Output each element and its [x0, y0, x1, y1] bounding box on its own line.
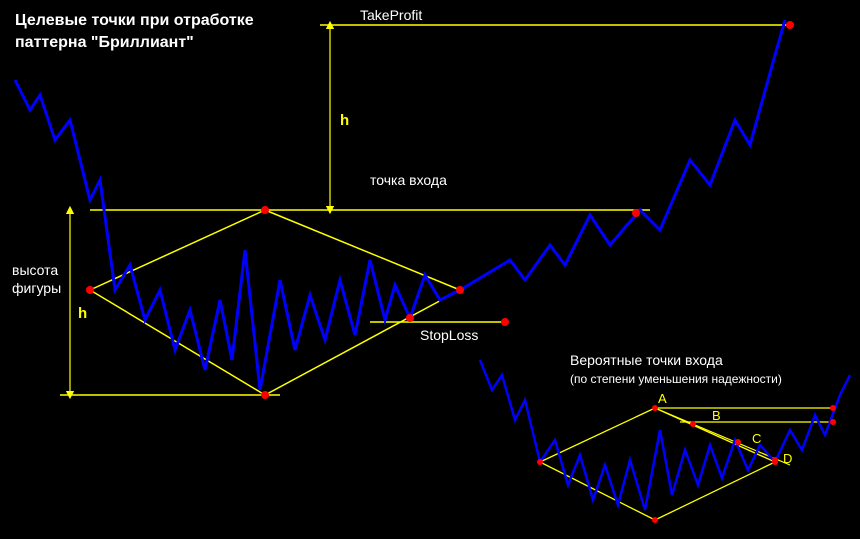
main-pattern: TakeProfit точка входа StopLoss высота ф…: [12, 7, 794, 399]
takeprofit-label: TakeProfit: [360, 7, 422, 23]
key-point: [772, 457, 778, 463]
secondary-title-2: (по степени уменьшения надежности): [570, 372, 782, 386]
secondary-title-1: Вероятные точки входа: [570, 352, 723, 368]
height-label-2: фигуры: [12, 280, 61, 296]
key-point: [690, 421, 696, 427]
key-point: [632, 209, 640, 217]
key-point: [456, 286, 464, 294]
h-symbol-right: h: [340, 112, 349, 129]
title-line1: Целевые точки при отработке: [15, 12, 254, 29]
key-point: [501, 318, 509, 326]
key-point: [406, 314, 414, 322]
secondary-pattern: Вероятные точки входа (по степени уменьш…: [480, 352, 850, 523]
key-point: [261, 391, 269, 399]
key-point: [830, 405, 836, 411]
key-point: [652, 517, 658, 523]
key-point: [261, 206, 269, 214]
letter-b: B: [712, 408, 721, 423]
title-line2: паттерна "Бриллиант": [15, 34, 194, 51]
key-point: [735, 439, 741, 445]
key-point: [830, 419, 836, 425]
stoploss-label: StopLoss: [420, 327, 478, 343]
entry-label: точка входа: [370, 172, 447, 188]
key-point: [86, 286, 94, 294]
letter-c: C: [752, 431, 761, 446]
key-point: [786, 21, 794, 29]
letter-d: D: [783, 451, 792, 466]
price-line-main: [15, 20, 785, 390]
letter-a: A: [658, 391, 667, 406]
h-symbol-left: h: [78, 305, 87, 322]
key-point: [537, 459, 543, 465]
diagram-canvas: Целевые точки при отработке паттерна "Бр…: [0, 0, 860, 539]
height-label-1: высота: [12, 262, 58, 278]
